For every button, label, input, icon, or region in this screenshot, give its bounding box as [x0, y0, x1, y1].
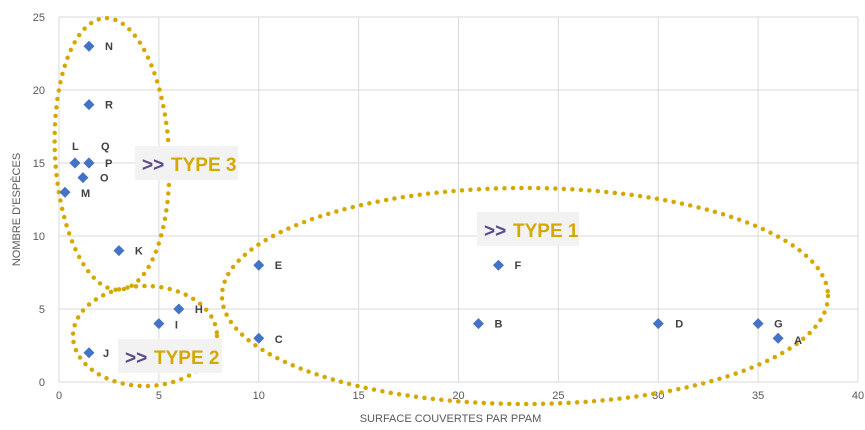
point-label: J: [103, 348, 109, 360]
data-point-f: [492, 259, 504, 271]
gridlines: [58, 16, 859, 383]
y-tick-label: 10: [33, 231, 45, 243]
chevron-right-icon: >>: [484, 221, 506, 242]
annotation-text: TYPE 2: [154, 348, 219, 369]
point-label: R: [105, 100, 113, 112]
chevron-right-icon: >>: [125, 348, 147, 369]
point-label: H: [195, 304, 203, 316]
data-point-h: [173, 303, 185, 315]
point-label: O: [100, 173, 109, 185]
point-label: G: [774, 319, 783, 331]
y-tick-label: 20: [33, 85, 45, 97]
data-point-a: [772, 332, 784, 344]
annotation-text: TYPE 3: [171, 155, 236, 176]
data-point-g: [752, 318, 764, 330]
point-label: C: [275, 334, 283, 346]
data-point-d: [652, 318, 664, 330]
point-label: N: [105, 41, 113, 53]
x-tick-label: 5: [156, 390, 162, 402]
point-label: D: [675, 319, 683, 331]
x-tick-label: 15: [353, 390, 365, 402]
point-label: B: [494, 319, 502, 331]
data-point-o: [77, 172, 89, 184]
data-point-m: [59, 186, 71, 198]
type-annotations: >> TYPE 1 >> TYPE 2 >> TYPE 3: [118, 146, 579, 373]
type-annotation-2: >> TYPE 2: [118, 339, 222, 373]
x-tick-label: 0: [56, 390, 62, 402]
data-point-i: [153, 318, 165, 330]
point-label: Q: [101, 141, 110, 153]
y-tick-label: 0: [39, 377, 45, 389]
type-annotation-1: >> TYPE 1: [477, 212, 579, 246]
y-tick-label: 5: [39, 304, 45, 316]
point-label: I: [175, 320, 178, 332]
data-point-b: [472, 318, 484, 330]
point-label: L: [72, 141, 79, 153]
data-point-n: [83, 40, 95, 52]
x-axis-title: SURFACE COUVERTES PAR PPAM: [360, 413, 542, 425]
chevron-right-icon: >>: [142, 155, 164, 176]
data-point-e: [253, 259, 265, 271]
point-label: E: [275, 260, 282, 272]
data-point-j: [83, 347, 95, 359]
data-point-c: [253, 332, 265, 344]
data-point-k: [113, 245, 125, 257]
point-label: P: [105, 158, 112, 170]
x-tick-label: 20: [452, 390, 464, 402]
data-point-p: [83, 157, 95, 169]
x-tick-label: 35: [752, 390, 764, 402]
point-label: K: [135, 246, 143, 258]
annotation-box: [135, 146, 238, 180]
type-2-ellipse: [70, 283, 220, 389]
x-tick-label: 25: [552, 390, 564, 402]
point-label: M: [81, 188, 90, 200]
data-point-l: [69, 157, 81, 169]
x-tick-label: 40: [852, 390, 864, 402]
type-annotation-3: >> TYPE 3: [135, 146, 238, 180]
annotation-box: [477, 212, 579, 246]
type-1-ellipse: [219, 185, 831, 407]
y-tick-label: 25: [33, 12, 45, 24]
y-tick-label: 15: [33, 158, 45, 170]
x-tick-label: 10: [253, 390, 265, 402]
point-label: F: [514, 260, 521, 272]
data-point-r: [83, 99, 95, 111]
point-label: A: [794, 335, 802, 347]
y-axis-title: NOMBRE D'ESPÈCES: [10, 153, 23, 266]
annotation-box: [118, 339, 222, 373]
annotation-text: TYPE 1: [513, 221, 579, 242]
